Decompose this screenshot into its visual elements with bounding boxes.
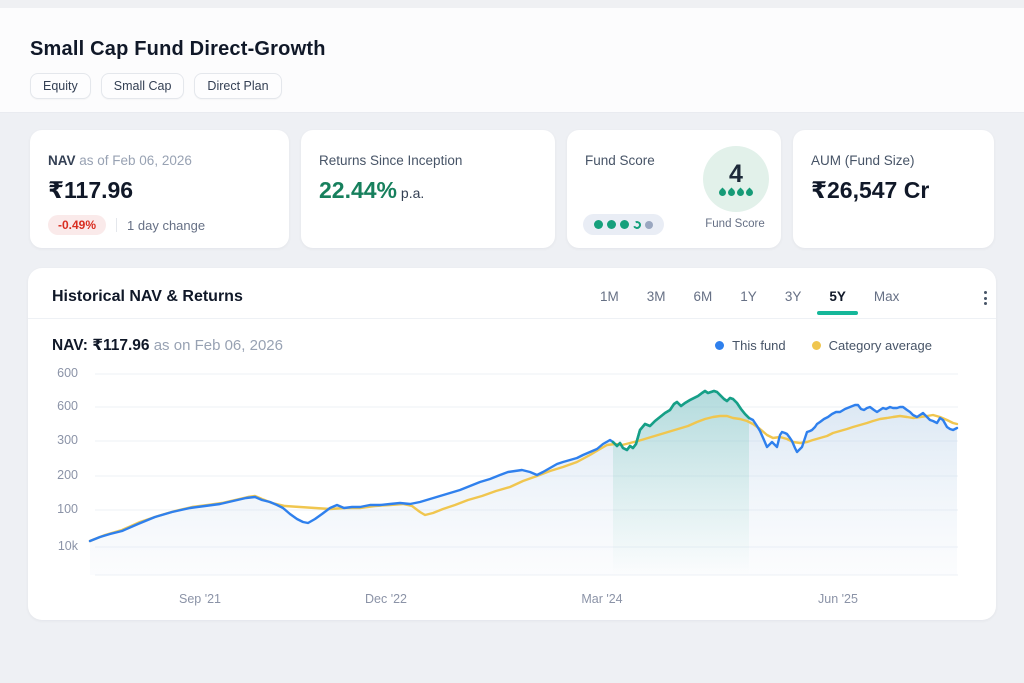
tag-row: Equity Small Cap Direct Plan: [30, 73, 282, 99]
nav-value: ₹117.96: [48, 177, 134, 203]
fund-score-caption: Fund Score: [705, 218, 765, 230]
tab-3m[interactable]: 3M: [646, 289, 666, 304]
tab-6m[interactable]: 6M: [693, 289, 713, 304]
chart-nav-line: NAV: ₹117.96 as on Feb 06, 2026: [52, 336, 283, 355]
chart-nav-label: NAV:: [52, 337, 93, 354]
tab-5y[interactable]: 5Y: [817, 289, 858, 315]
score-dots-pill: [583, 214, 664, 235]
nav-change-badge: -0.49%: [48, 215, 107, 235]
xtick-mar24: Mar '24: [581, 592, 623, 606]
tag-direct-plan: Direct Plan: [194, 73, 282, 99]
score-pips: [717, 187, 755, 198]
chart-menu-kebab-icon[interactable]: [977, 289, 993, 307]
tab-max[interactable]: Max: [873, 289, 900, 304]
range-tabs: 1M 3M 6M 1Y 3Y 5Y Max: [600, 289, 900, 315]
xtick-jun25: Jun '25: [818, 592, 858, 606]
chart-header-divider: [28, 318, 996, 319]
legend-this-fund[interactable]: This fund: [715, 338, 786, 353]
nav-as-of: as of Feb 06, 2026: [75, 153, 192, 168]
fund-score-card: Fund Score 4 Fund Score: [567, 130, 781, 248]
nav-chart-svg[interactable]: [85, 368, 965, 578]
aum-card: AUM (Fund Size) ₹26,547 Cr: [793, 130, 994, 248]
category-average-dot-icon: [811, 341, 821, 350]
xtick-sep21: Sep '21: [178, 592, 221, 606]
ytick-10k: 10k: [57, 539, 78, 553]
tab-1y[interactable]: 1Y: [740, 289, 757, 304]
aum-value: ₹26,547 Cr: [811, 177, 930, 203]
fund-score-number: 4: [729, 160, 743, 188]
ytick-200: 200: [57, 468, 78, 482]
legend-this-fund-label: This fund: [732, 338, 786, 353]
chart-nav-as-on: as on Feb 06, 2026: [149, 337, 283, 354]
ytick-300: 300: [57, 433, 78, 447]
legend-category-average-label: Category average: [828, 338, 932, 353]
nav-card-label: NAV as of Feb 06, 2026: [48, 153, 192, 168]
tab-3y[interactable]: 3Y: [784, 289, 802, 304]
returns-card: Returns Since Inception 22.44% p.a.: [301, 130, 555, 248]
aum-label: AUM (Fund Size): [811, 153, 915, 168]
chart-title: Historical NAV & Returns: [52, 288, 243, 305]
chart-render-root: [88, 373, 959, 576]
ytick-600b: 600: [57, 399, 78, 413]
tab-1m[interactable]: 1M: [600, 289, 619, 304]
fund-score-circle: 4: [703, 146, 769, 212]
nav-card: NAV as of Feb 06, 2026 ₹117.96 -0.49% 1 …: [30, 130, 289, 248]
xtick-dec22: Dec '22: [365, 592, 407, 606]
returns-percent: 22.44%: [319, 177, 398, 203]
fund-score-label: Fund Score: [585, 153, 655, 168]
chart-nav-value: ₹117.96: [92, 337, 150, 354]
nav-change-row: -0.49% 1 day change: [48, 215, 205, 235]
chart-legend: This fund Category average: [715, 338, 932, 353]
top-strip: [0, 0, 1024, 8]
page-title: Small Cap Fund Direct-Growth: [30, 38, 326, 60]
nav-change-caption: 1 day change: [127, 217, 206, 233]
nav-label: NAV: [48, 153, 76, 168]
this-fund-dot-icon: [715, 341, 725, 350]
divider: [116, 218, 118, 232]
returns-suffix: p.a.: [397, 185, 425, 201]
tag-equity: Equity: [30, 73, 91, 99]
returns-label: Returns Since Inception: [319, 153, 463, 168]
ytick-100: 100: [57, 502, 78, 516]
tag-small-cap: Small Cap: [100, 73, 185, 99]
ytick-600a: 600: [57, 366, 78, 380]
historical-nav-card: Historical NAV & Returns 1M 3M 6M 1Y 3Y …: [28, 268, 996, 620]
returns-value: 22.44% p.a.: [319, 177, 424, 204]
legend-category-average[interactable]: Category average: [811, 338, 932, 353]
